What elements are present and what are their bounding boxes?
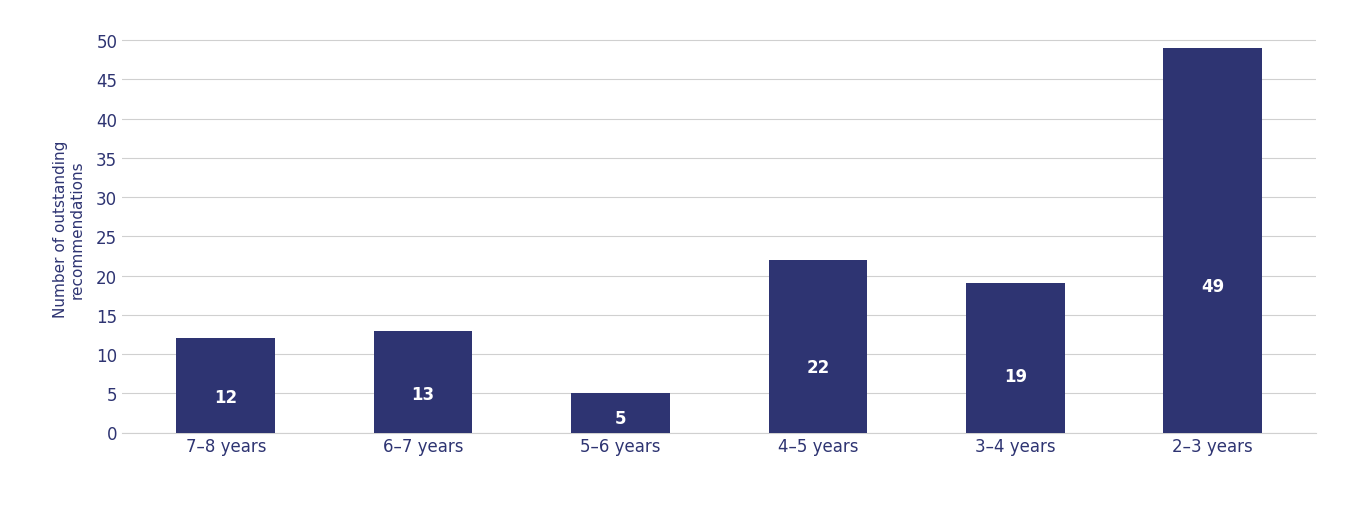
Text: 13: 13: [411, 385, 434, 403]
Bar: [966, 284, 1065, 433]
Text: 49: 49: [1201, 278, 1224, 296]
Bar: [373, 331, 472, 433]
Text: 19: 19: [1004, 367, 1027, 385]
Text: 5: 5: [615, 409, 627, 427]
Bar: [176, 338, 275, 433]
Bar: [1163, 49, 1262, 433]
Text: 12: 12: [214, 388, 237, 406]
Y-axis label: Number of outstanding
recommendations: Number of outstanding recommendations: [53, 140, 85, 318]
Bar: [571, 393, 670, 433]
Text: 22: 22: [806, 358, 829, 376]
Bar: [768, 261, 867, 433]
